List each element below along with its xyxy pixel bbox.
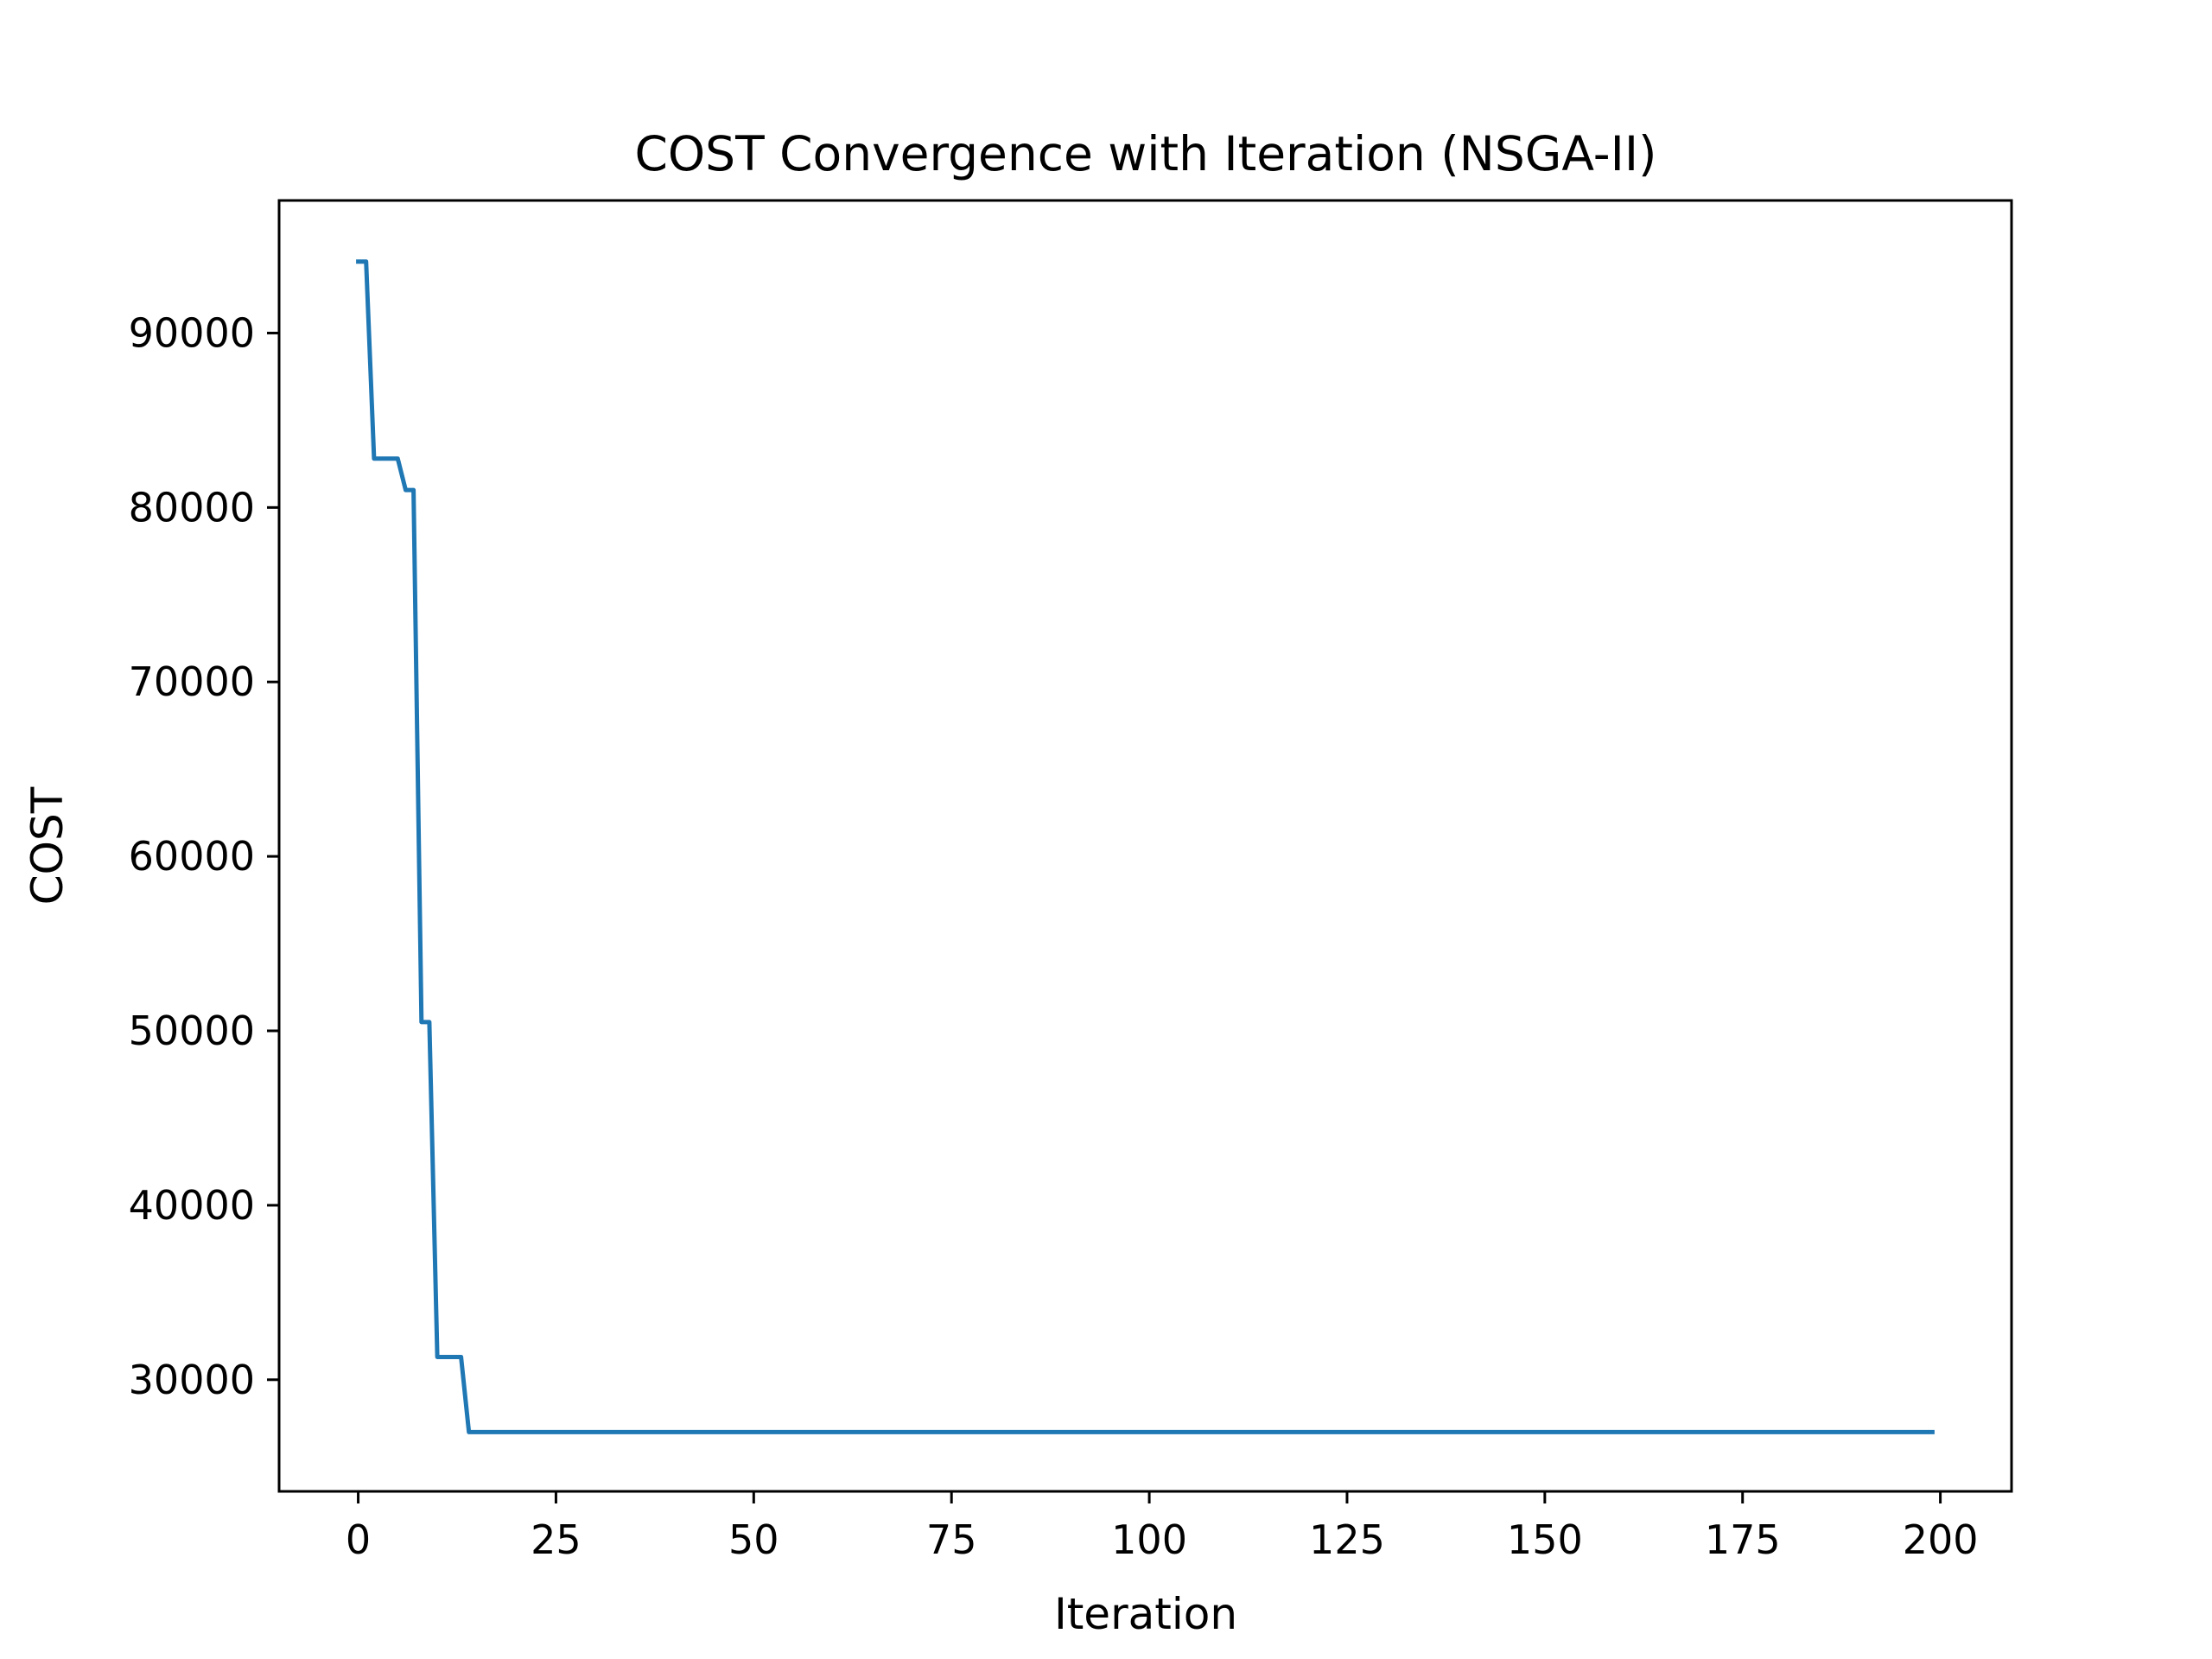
x-tick-label: 125 <box>1309 1516 1385 1563</box>
x-tick-label: 175 <box>1705 1516 1781 1563</box>
y-tick-label: 60000 <box>129 833 255 880</box>
x-tick-label: 0 <box>346 1516 371 1563</box>
cost-series-line <box>356 259 1935 1434</box>
x-tick-label: 150 <box>1507 1516 1583 1563</box>
series-layer <box>356 259 1935 1434</box>
x-tick-label: 25 <box>531 1516 582 1563</box>
y-axis: 30000 40000 50000 60000 70000 80000 90000 <box>129 309 279 1403</box>
x-axis: 0 25 50 75 100 125 150 175 200 <box>346 1491 1979 1563</box>
y-axis-label: COST <box>22 786 73 905</box>
y-tick-label: 80000 <box>129 484 255 531</box>
chart-title: COST Convergence with Iteration (NSGA-II… <box>634 126 1656 181</box>
y-tick-label: 70000 <box>129 658 255 705</box>
y-tick-label: 90000 <box>129 309 255 356</box>
x-tick-label: 50 <box>728 1516 779 1563</box>
x-axis-label: Iteration <box>1054 1589 1237 1639</box>
x-tick-label: 200 <box>1903 1516 1979 1563</box>
y-tick-label: 30000 <box>129 1357 255 1403</box>
y-tick-label: 40000 <box>129 1182 255 1229</box>
x-tick-label: 100 <box>1111 1516 1187 1563</box>
x-tick-label: 75 <box>926 1516 977 1563</box>
plot-frame <box>277 199 2013 1493</box>
y-tick-label: 50000 <box>129 1007 255 1054</box>
